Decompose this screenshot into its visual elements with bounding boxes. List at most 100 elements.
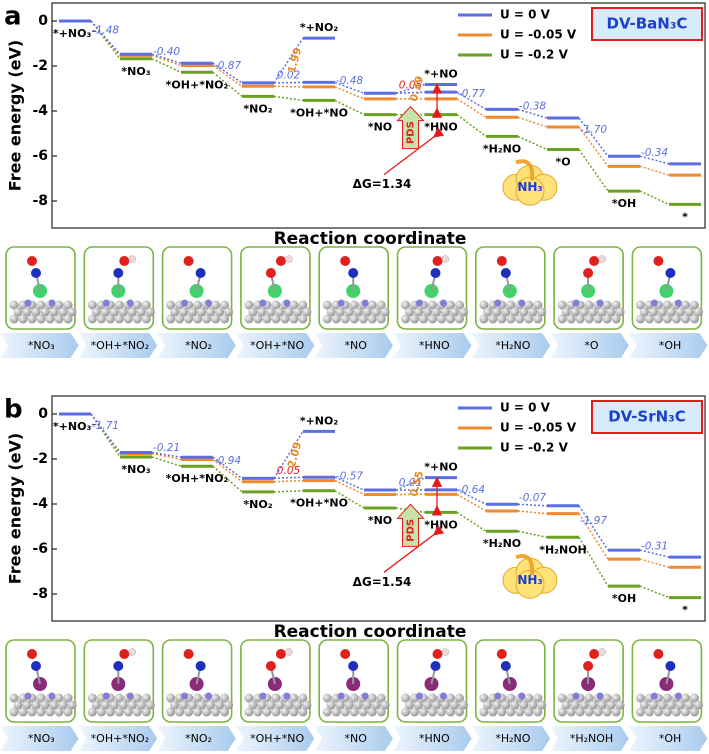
atom [432, 256, 443, 266]
connector [578, 126, 609, 167]
atom [371, 307, 381, 317]
atom [423, 700, 432, 710]
atom [450, 307, 459, 317]
atom [533, 300, 543, 310]
atom [54, 693, 64, 703]
atom [36, 693, 46, 703]
connector [151, 53, 182, 65]
atom [128, 255, 137, 263]
atom [479, 693, 489, 703]
atom [348, 661, 359, 671]
atom [113, 661, 124, 671]
atom [280, 707, 290, 717]
level-label: *NO₃ [121, 463, 150, 476]
atom [100, 307, 110, 317]
atom [648, 307, 658, 317]
atom [500, 268, 511, 278]
atom [285, 255, 293, 263]
atom [602, 693, 612, 703]
atom [689, 314, 699, 324]
atom [361, 692, 369, 700]
atom [566, 707, 576, 717]
step-chevron [78, 333, 158, 358]
atom [132, 707, 142, 717]
atom [253, 314, 263, 324]
atom [136, 307, 146, 317]
atom [36, 314, 46, 324]
step-chevron [471, 726, 551, 751]
title-box [591, 400, 703, 434]
atom [367, 693, 377, 703]
atom [322, 693, 332, 703]
atom [689, 300, 699, 310]
connector [578, 117, 609, 157]
atom [244, 314, 254, 324]
connector [639, 585, 670, 599]
connector [517, 510, 548, 515]
panel-label: a [4, 2, 22, 32]
atom [557, 707, 567, 717]
atom [437, 707, 446, 717]
atom [175, 314, 185, 324]
y-tick-label: -2 [32, 451, 48, 467]
step-label: *OH [659, 732, 681, 745]
atom [322, 300, 332, 310]
atom [271, 693, 281, 703]
atom [635, 707, 645, 717]
connector [151, 58, 182, 73]
atom [337, 299, 345, 307]
connector [639, 549, 670, 558]
delta-label: -1.71 [92, 420, 119, 432]
atom [206, 700, 216, 710]
step-label: *NO₃ [28, 732, 55, 745]
level-label: *NO [368, 514, 392, 527]
legend-label: U = -0.05 V [500, 28, 577, 42]
atom [91, 700, 101, 710]
atom [430, 268, 441, 278]
atom [45, 314, 55, 324]
atom [27, 649, 37, 659]
connector [639, 155, 670, 165]
atom [205, 299, 213, 307]
connector [578, 536, 609, 587]
atom [635, 314, 645, 324]
atom [49, 700, 59, 710]
atom [405, 307, 414, 317]
atom [283, 299, 291, 307]
atom [455, 314, 464, 324]
pds-label: PDS [406, 519, 417, 542]
atom [518, 299, 526, 307]
branch-connector [395, 476, 426, 491]
atom [9, 300, 19, 310]
atom [335, 307, 345, 317]
atom [166, 300, 176, 310]
step-chevron [0, 333, 79, 358]
atom [428, 314, 437, 324]
step-label: *OH+*NO₂ [91, 339, 149, 352]
atom [119, 649, 130, 659]
atom [441, 307, 450, 317]
atom [132, 300, 142, 310]
chart-title: DV-SrN₃C [608, 408, 686, 426]
atom [401, 314, 410, 324]
atom [653, 649, 664, 659]
connector [273, 489, 304, 493]
atom [611, 693, 621, 703]
atom [220, 314, 230, 324]
branch-delta-label: 2.09 [286, 441, 304, 469]
delta-label: -0.21 [153, 442, 180, 454]
atom [584, 314, 594, 324]
pds-arrow [396, 105, 425, 150]
level-label: *H₂NOH [539, 543, 587, 556]
atom [262, 314, 272, 324]
level-label: *NO [368, 121, 392, 134]
atom [593, 314, 603, 324]
atom [9, 314, 19, 324]
atom [206, 307, 216, 317]
atom [184, 314, 194, 324]
atom [265, 661, 276, 671]
atom [459, 307, 468, 317]
x-axis-label: Reaction coordinate [274, 622, 467, 642]
level-label: *H₂NO [483, 142, 521, 155]
